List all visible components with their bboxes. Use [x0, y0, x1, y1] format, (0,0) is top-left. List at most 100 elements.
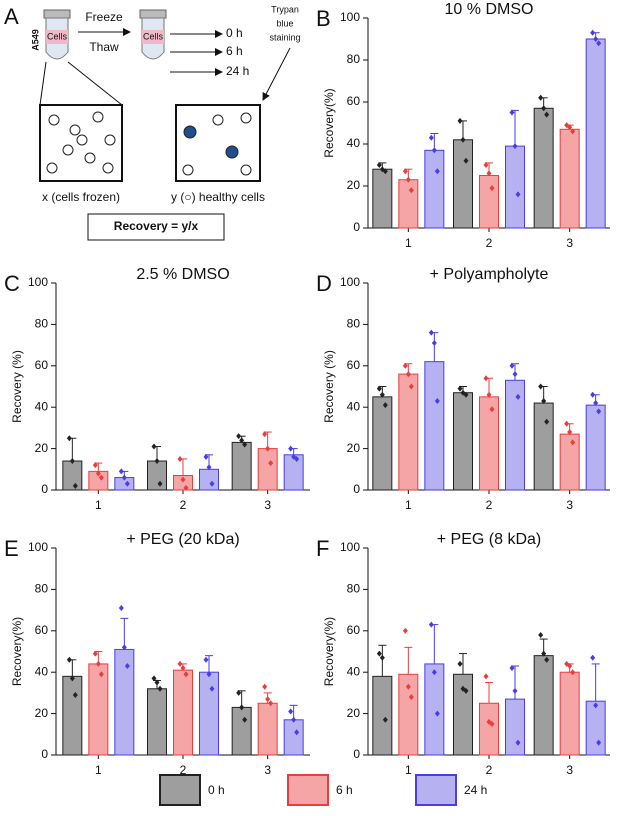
data-point	[538, 631, 544, 638]
data-point	[236, 689, 242, 696]
data-point	[66, 656, 72, 663]
data-point	[567, 124, 573, 131]
data-point	[486, 170, 492, 177]
data-point	[382, 402, 388, 409]
x-tick-label: 1	[95, 498, 102, 512]
data-point	[405, 371, 411, 378]
data-point	[596, 408, 602, 415]
data-point	[98, 671, 104, 678]
data-point	[512, 687, 518, 694]
y-tick-label: 80	[347, 317, 361, 331]
zoom-line	[67, 61, 123, 106]
panel-label: F	[316, 536, 329, 561]
data-point	[69, 675, 75, 682]
bar	[479, 175, 499, 229]
y-tick-label: 60	[35, 358, 49, 372]
x-tick-label: 1	[405, 763, 412, 777]
data-point	[483, 375, 489, 382]
y-tick-label: 80	[347, 582, 361, 596]
y-axis-label: Recovery(%)	[322, 617, 336, 686]
y-tick-label: 0	[353, 482, 360, 496]
data-point	[463, 687, 469, 694]
bar	[62, 675, 83, 756]
data-point	[124, 662, 130, 669]
y-axis-label: Recovery (%)	[322, 350, 336, 423]
caption: x (cells frozen)	[42, 190, 120, 204]
data-point	[382, 716, 388, 723]
data-point	[512, 371, 518, 378]
bar	[424, 149, 445, 229]
data-point	[405, 176, 411, 183]
data-point	[567, 662, 573, 669]
y-tick-label: 20	[35, 706, 49, 720]
bar	[559, 433, 580, 491]
data-point	[268, 700, 274, 707]
y-tick-label: 0	[353, 747, 360, 761]
y-tick-label: 0	[41, 482, 48, 496]
bar	[533, 402, 554, 491]
x-tick-label: 3	[566, 236, 573, 250]
data-point	[460, 136, 466, 143]
cells	[46, 111, 116, 174]
bar	[88, 663, 109, 756]
data-point	[483, 162, 489, 168]
y-axis-label: Recovery(%)	[10, 617, 24, 686]
data-point	[541, 650, 547, 657]
data-point	[463, 157, 469, 164]
y-tick-label: 40	[347, 136, 361, 150]
tube-band	[46, 30, 68, 44]
data-point	[570, 128, 576, 135]
data-point	[541, 397, 547, 404]
data-point	[157, 685, 163, 692]
data-point	[431, 669, 437, 676]
x-tick-label: 3	[264, 763, 271, 777]
data-point	[509, 109, 515, 116]
data-point	[596, 739, 602, 746]
data-point	[544, 418, 550, 425]
stain-label: blue	[276, 18, 293, 28]
data-point	[95, 470, 101, 477]
zoom-line	[39, 61, 47, 106]
data-point	[408, 383, 414, 390]
x-tick-label: 1	[405, 236, 412, 250]
y-tick-label: 40	[35, 399, 49, 413]
y-axis-label: Recovery (%)	[10, 350, 24, 423]
data-point	[590, 391, 596, 398]
data-point	[515, 739, 521, 746]
data-point	[376, 162, 382, 168]
diagram: A A549 Cells Freeze Thaw Cells 0 h 6 h 2…	[4, 4, 301, 241]
bar	[257, 448, 278, 491]
bar	[505, 145, 525, 229]
bar	[283, 719, 304, 756]
y-tick-label: 40	[347, 399, 361, 413]
data-point	[177, 455, 183, 462]
data-point	[151, 675, 157, 682]
tube-cap	[43, 9, 71, 19]
panel-label: B	[316, 6, 331, 31]
y-tick-label: 80	[35, 582, 49, 596]
cell-line: A549	[30, 29, 40, 51]
y-tick-label: 80	[35, 317, 49, 331]
data-point	[180, 476, 186, 483]
stain-label: staining	[269, 32, 300, 42]
data-point	[151, 443, 157, 450]
tube-label: Cells	[143, 31, 164, 41]
y-tick-label: 40	[35, 664, 49, 678]
bar	[147, 460, 167, 491]
data-point	[376, 385, 382, 392]
x-tick-label: 2	[486, 763, 493, 777]
y-tick-label: 20	[347, 706, 361, 720]
bar	[199, 468, 219, 491]
data-point	[541, 105, 547, 112]
cells	[182, 112, 252, 176]
data-point	[262, 431, 268, 438]
legend-label: 24 h	[464, 783, 487, 797]
tube-band	[142, 30, 164, 44]
data-point	[538, 383, 544, 390]
data-point	[457, 117, 463, 124]
data-point	[570, 439, 576, 446]
bar	[453, 392, 473, 491]
data-point	[124, 480, 130, 487]
